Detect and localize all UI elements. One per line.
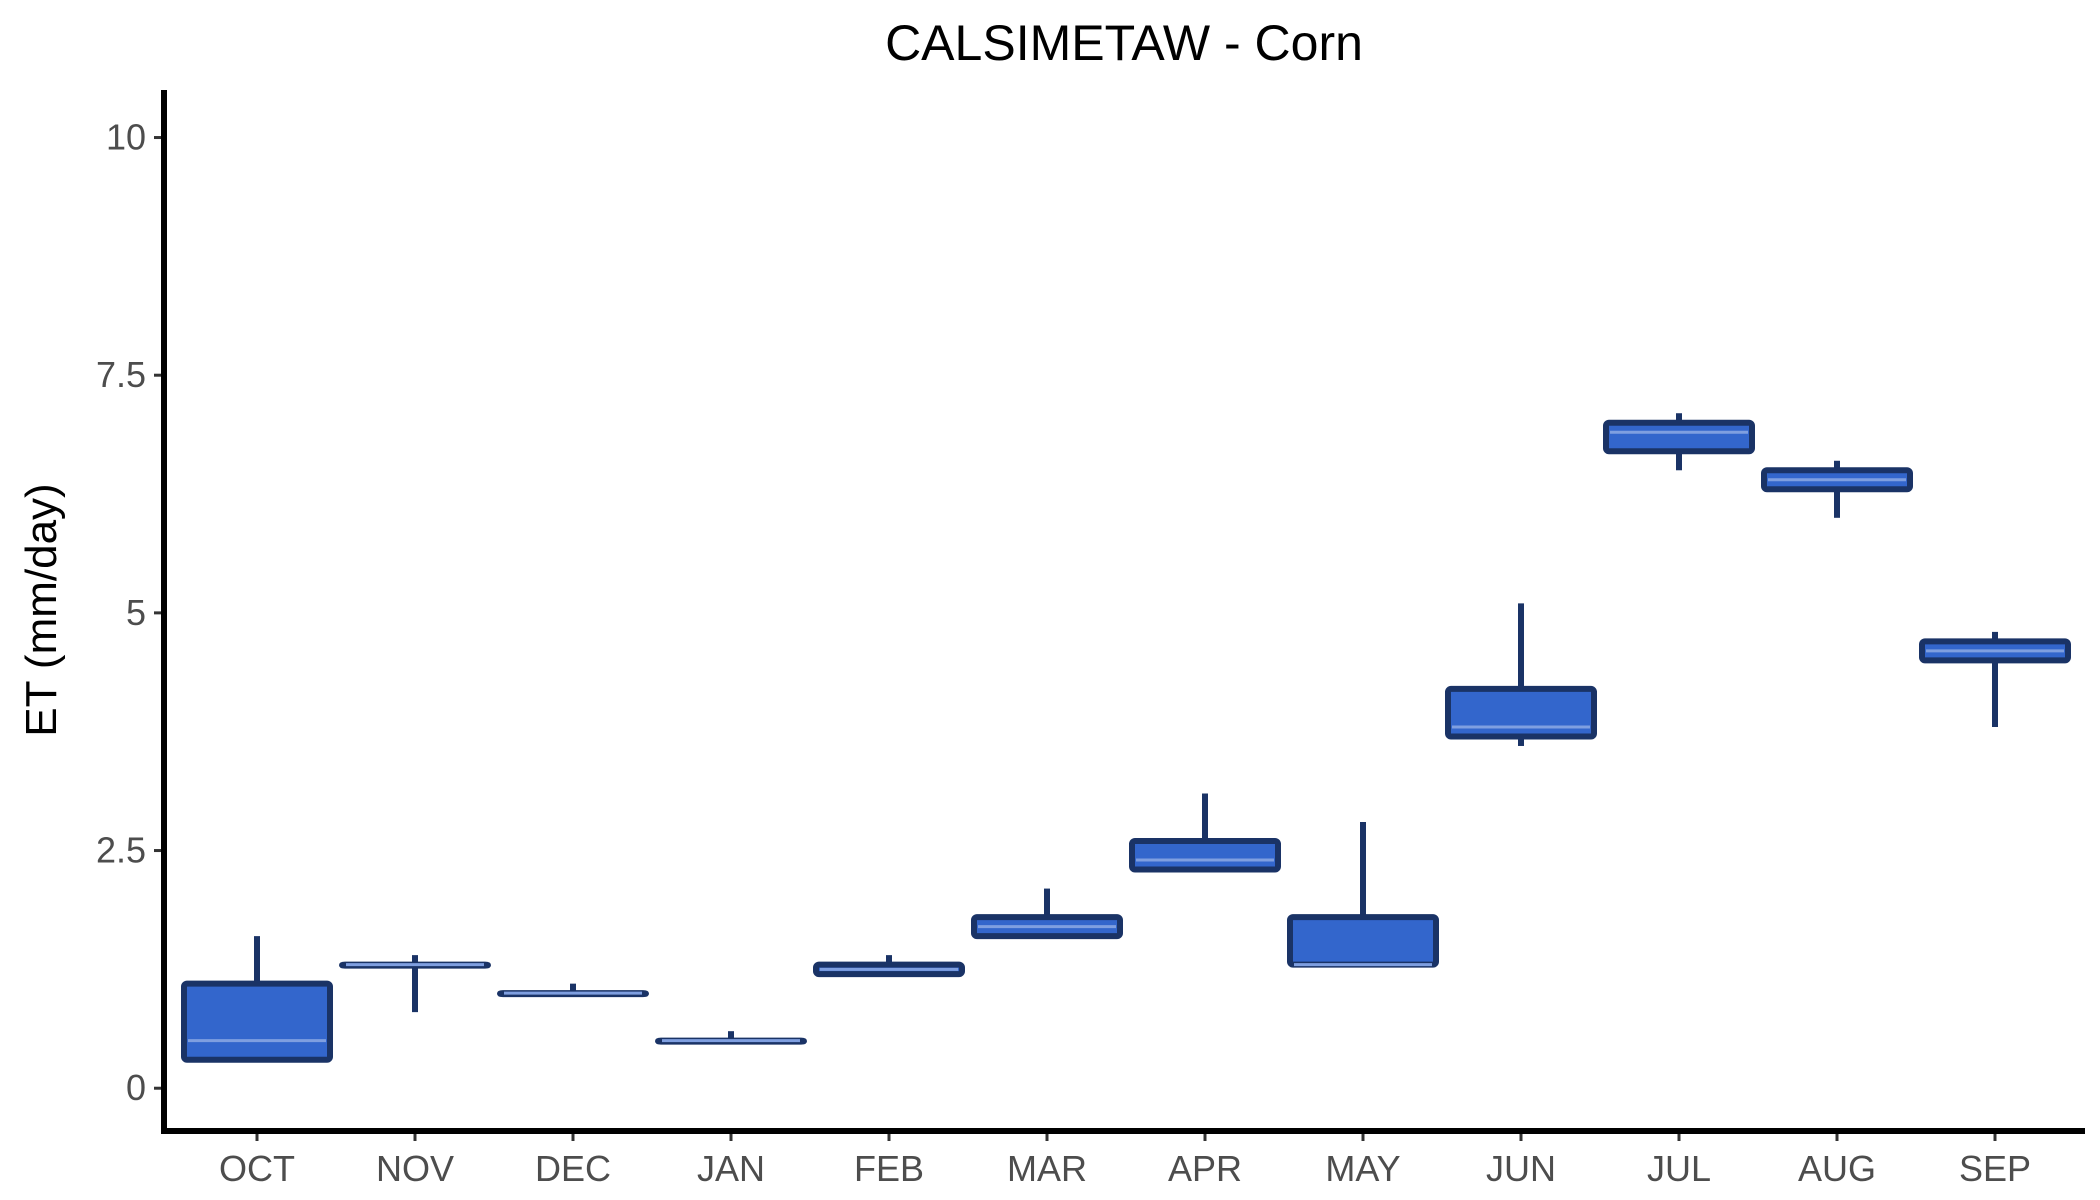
y-tick-label: 2.5: [96, 830, 146, 871]
x-tick-label: NOV: [376, 1148, 454, 1189]
box-body: [1445, 685, 1597, 740]
chart-title: CALSIMETAW - Corn: [885, 15, 1363, 71]
y-axis-label: ET (mm/day): [17, 483, 66, 736]
x-tick-label: APR: [1168, 1148, 1242, 1189]
box-body: [1129, 838, 1281, 873]
x-tick-label: DEC: [535, 1148, 611, 1189]
y-tick-label: 0: [126, 1067, 146, 1108]
plot-area: 0 2.5 5 7.5 10 OCT NOV DEC JAN FEB MAR APR MAY JUN JUL…: [96, 117, 2071, 1189]
x-tick-label: AUG: [1798, 1148, 1876, 1189]
x-tick-label: OCT: [219, 1148, 295, 1189]
x-tick-label: MAR: [1007, 1148, 1087, 1189]
x-tick-label: JUN: [1486, 1148, 1556, 1189]
x-tick-label: FEB: [854, 1148, 924, 1189]
y-tick-label: 5: [126, 592, 146, 633]
x-tick-label: JAN: [697, 1148, 765, 1189]
y-tick-label: 7.5: [96, 354, 146, 395]
box-body: [1287, 914, 1439, 968]
box-body: [1603, 419, 1755, 455]
x-tick-label: JUL: [1647, 1148, 1711, 1189]
box-body: [181, 980, 333, 1063]
x-tick-label: MAY: [1325, 1148, 1400, 1189]
y-tick-label: 10: [106, 117, 146, 158]
x-tick-label: SEP: [1959, 1148, 2031, 1189]
